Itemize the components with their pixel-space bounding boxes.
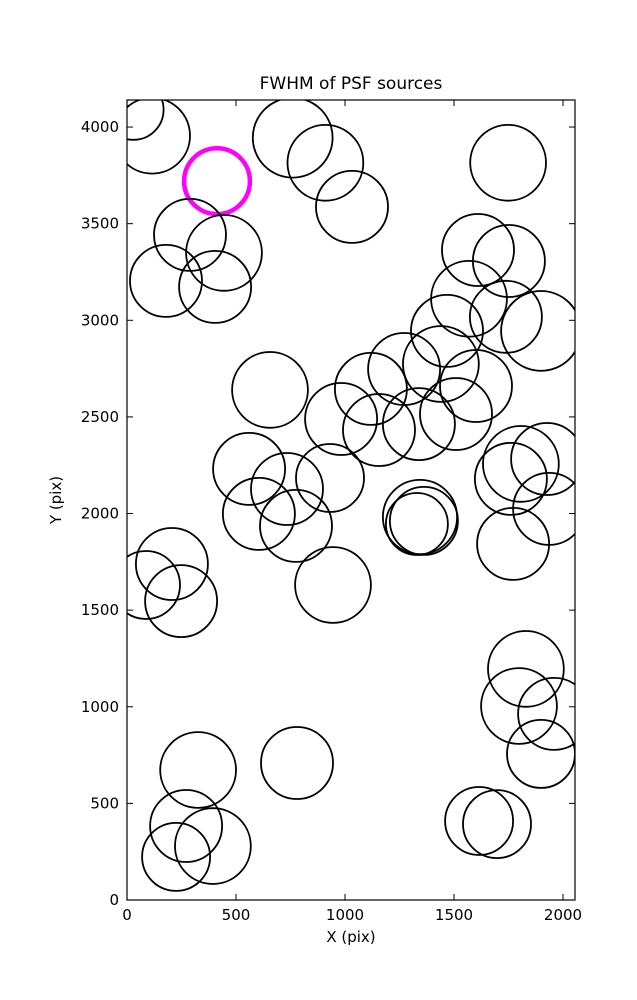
psf-circle bbox=[127, 100, 165, 141]
y-tick-label: 500 bbox=[90, 794, 119, 812]
psf-circle bbox=[419, 377, 493, 451]
y-tick-label: 2000 bbox=[81, 505, 119, 523]
psf-circle bbox=[482, 425, 560, 503]
psf-circle bbox=[510, 422, 575, 496]
psf-circle bbox=[517, 677, 575, 751]
axes-frame bbox=[126, 99, 576, 901]
psf-circle bbox=[212, 431, 287, 506]
psf-circle bbox=[471, 224, 546, 298]
psf-circle bbox=[185, 214, 263, 292]
psf-circle bbox=[178, 249, 253, 324]
psf-circle bbox=[221, 477, 296, 551]
psf-circle bbox=[333, 351, 408, 426]
psf-circle bbox=[487, 630, 565, 708]
y-tick-label: 1000 bbox=[81, 698, 119, 716]
psf-circle bbox=[250, 452, 324, 526]
psf-circle bbox=[480, 667, 558, 745]
psf-circle bbox=[469, 124, 547, 202]
psf-circles-group bbox=[127, 100, 575, 892]
y-tick-label: 4000 bbox=[81, 118, 119, 136]
x-tick-label: 1500 bbox=[435, 906, 473, 924]
psf-circle bbox=[134, 527, 209, 601]
psf-circle bbox=[468, 279, 543, 354]
psf-circle bbox=[444, 786, 515, 856]
psf-circle bbox=[149, 789, 224, 863]
axis-ticks bbox=[126, 100, 575, 901]
psf-circle bbox=[294, 546, 372, 624]
psf-circle bbox=[506, 719, 575, 789]
psf-circle bbox=[402, 325, 480, 403]
y-tick-label: 2500 bbox=[81, 408, 119, 426]
y-tick-label: 0 bbox=[109, 891, 119, 909]
x-axis-label: X (pix) bbox=[326, 928, 376, 946]
psf-circle bbox=[127, 100, 191, 175]
psf-circle bbox=[129, 243, 203, 318]
psf-circle bbox=[127, 550, 181, 620]
psf-circle bbox=[500, 290, 575, 372]
psf-circle bbox=[251, 100, 334, 179]
plot-title: FWHM of PSF sources bbox=[259, 74, 443, 94]
psf-circle bbox=[231, 351, 309, 429]
psf-circle bbox=[462, 789, 532, 859]
y-tick-label: 3000 bbox=[81, 311, 119, 329]
x-tick-label: 500 bbox=[222, 906, 251, 924]
psf-circle bbox=[473, 441, 548, 516]
x-tick-label: 1000 bbox=[326, 906, 364, 924]
x-tick-label: 0 bbox=[122, 906, 132, 924]
psf-circle bbox=[439, 349, 513, 423]
psf-circle bbox=[410, 293, 484, 368]
psf-circle bbox=[259, 489, 333, 563]
x-tick-label: 2000 bbox=[544, 906, 582, 924]
y-tick-label: 1500 bbox=[81, 601, 119, 619]
psf-circle bbox=[174, 807, 252, 885]
y-axis-label: Y (pix) bbox=[47, 475, 65, 525]
psf-circle bbox=[441, 213, 515, 287]
psf-circle bbox=[381, 387, 456, 462]
psf-circle bbox=[295, 443, 365, 513]
psf-circle bbox=[159, 731, 237, 809]
highlight-psf-circle bbox=[181, 146, 253, 217]
psf-circle bbox=[315, 169, 389, 244]
psf-circle bbox=[476, 507, 550, 581]
y-tick-label: 3500 bbox=[81, 215, 119, 233]
psf-circle bbox=[381, 478, 458, 555]
psf-circle bbox=[141, 822, 212, 892]
psf-circle bbox=[342, 393, 416, 467]
psf-circle bbox=[384, 492, 449, 556]
psf-circle bbox=[304, 382, 379, 456]
psf-circle bbox=[286, 124, 365, 202]
psf-circle bbox=[144, 564, 219, 638]
psf-circle bbox=[260, 726, 334, 800]
